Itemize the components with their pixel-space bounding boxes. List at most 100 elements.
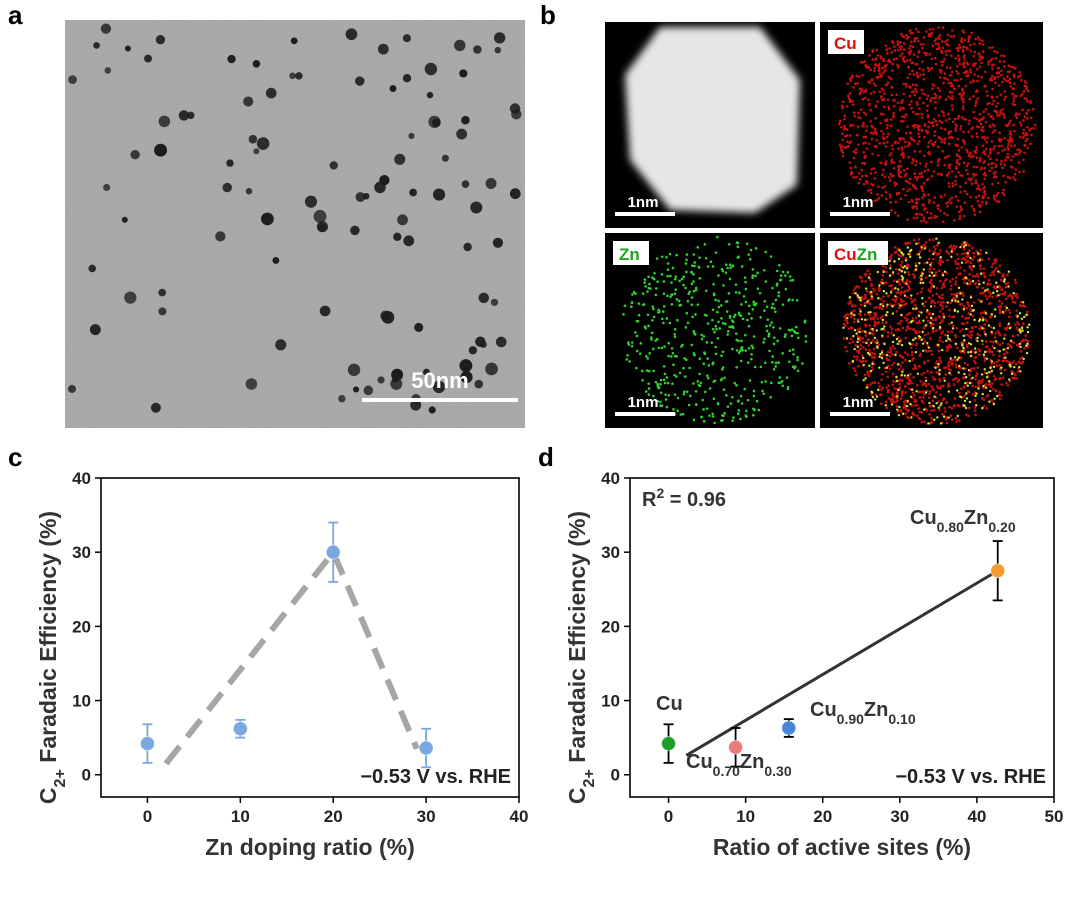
y-axis-title: C2+ Faradaic Efficiency (%): [35, 511, 69, 804]
element-signal: [874, 116, 877, 120]
element-signal: [902, 82, 906, 86]
element-signal: [968, 373, 971, 377]
element-signal: [965, 392, 968, 395]
nanoparticle: [459, 359, 473, 373]
element-signal: [929, 278, 933, 282]
element-signal: [936, 86, 940, 90]
element-signal: [842, 337, 846, 340]
element-signal: [871, 327, 874, 331]
element-signal: [1006, 384, 1010, 387]
element-signal: [951, 108, 954, 111]
element-signal: [908, 103, 911, 106]
trend-line: [685, 569, 999, 757]
element-signal: [927, 216, 931, 220]
element-signal: [978, 319, 981, 323]
element-signal: [740, 402, 744, 405]
element-signal: [877, 289, 881, 292]
element-signal: [673, 292, 677, 296]
element-signal: [884, 370, 888, 373]
element-signal: [938, 279, 942, 283]
element-signal: [917, 364, 921, 368]
element-signal: [921, 390, 925, 393]
element-signal: [936, 207, 940, 211]
element-signal: [1022, 158, 1025, 162]
element-signal: [870, 295, 874, 298]
element-signal: [682, 366, 685, 370]
element-signal: [937, 400, 940, 403]
element-signal: [916, 103, 919, 106]
element-signal: [754, 274, 757, 278]
element-signal: [990, 313, 994, 316]
element-signal: [965, 306, 969, 310]
element-signal: [754, 247, 758, 250]
element-signal: [897, 165, 900, 169]
element-signal: [894, 267, 898, 271]
element-signal: [907, 408, 910, 412]
element-signal: [951, 246, 954, 250]
element-signal: [873, 352, 877, 356]
element-signal: [998, 139, 1001, 143]
element-signal: [947, 164, 951, 167]
element-signal: [985, 372, 989, 375]
nanoparticle: [226, 159, 234, 167]
element-signal: [881, 386, 885, 390]
element-signal: [983, 138, 987, 141]
element-signal: [638, 352, 642, 355]
element-signal: [917, 197, 921, 201]
element-signal: [989, 340, 993, 343]
element-signal: [1001, 292, 1004, 296]
element-signal: [982, 281, 985, 284]
element-signal: [913, 176, 917, 179]
element-signal: [900, 313, 903, 317]
element-signal: [735, 241, 739, 244]
element-signal: [874, 398, 877, 401]
element-signal: [947, 130, 951, 134]
element-signal: [929, 286, 933, 290]
element-signal: [848, 92, 852, 95]
element-signal: [1011, 92, 1014, 96]
element-signal: [714, 251, 718, 254]
element-signal: [883, 92, 886, 95]
element-signal: [961, 50, 965, 54]
element-signal: [952, 358, 955, 362]
nanoparticle: [363, 385, 374, 396]
element-signal: [625, 358, 629, 361]
element-signal: [731, 395, 734, 399]
element-signal: [910, 106, 913, 110]
element-signal: [954, 57, 958, 60]
element-signal: [939, 209, 942, 213]
element-signal: [1004, 180, 1007, 184]
element-signal: [860, 161, 864, 165]
element-signal: [943, 270, 947, 273]
element-signal: [924, 220, 928, 224]
element-signal: [905, 404, 909, 408]
element-signal: [934, 106, 937, 110]
element-signal: [967, 162, 970, 165]
element-signal: [941, 26, 945, 29]
element-signal: [981, 311, 985, 314]
element-signal: [967, 311, 971, 315]
element-signal: [1001, 376, 1005, 379]
element-signal: [925, 409, 929, 412]
element-signal: [630, 301, 634, 304]
x-tick-label: 0: [664, 807, 673, 826]
element-signal: [877, 154, 880, 157]
element-signal: [965, 164, 969, 167]
element-signal: [902, 266, 905, 269]
element-signal: [975, 404, 978, 407]
element-signal: [955, 124, 958, 128]
element-signal: [910, 161, 914, 165]
element-signal: [989, 148, 992, 151]
element-signal: [982, 161, 985, 164]
nanoparticle: [380, 310, 391, 321]
element-signal: [988, 400, 991, 403]
element-signal: [717, 274, 720, 277]
haadf-particle: [625, 27, 800, 213]
element-signal: [1012, 73, 1016, 77]
element-signal: [923, 261, 927, 265]
element-signal: [880, 378, 883, 381]
nanoparticle: [389, 85, 397, 93]
element-signal: [860, 88, 864, 91]
element-signal: [998, 322, 1002, 325]
element-signal: [801, 362, 804, 365]
